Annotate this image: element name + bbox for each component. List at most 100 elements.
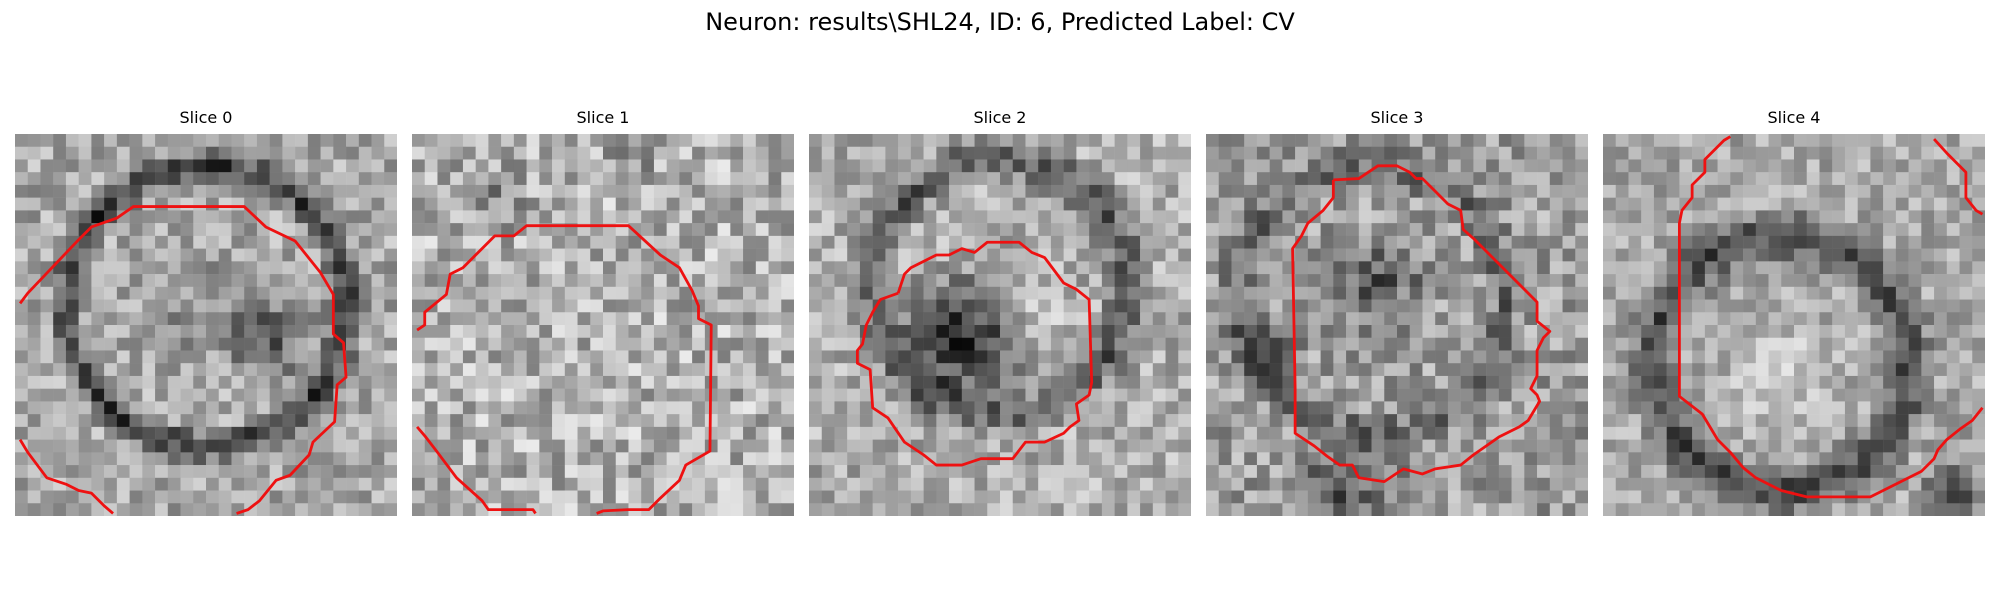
pixel: [679, 249, 692, 262]
pixel: [1270, 389, 1283, 402]
pixel: [181, 427, 194, 440]
pixel: [1794, 376, 1807, 389]
pixel: [1667, 465, 1680, 478]
pixel: [1346, 312, 1359, 325]
pixel: [616, 261, 629, 274]
pixel: [1140, 198, 1153, 211]
pixel: [873, 198, 886, 211]
pixel: [15, 350, 28, 363]
pixel: [1102, 236, 1115, 249]
pixel: [1781, 287, 1794, 300]
pixel: [1178, 401, 1191, 414]
pixel: [1333, 401, 1346, 414]
pixel: [181, 452, 194, 465]
pixel: [769, 185, 782, 198]
pixel: [718, 312, 731, 325]
pixel: [1089, 274, 1102, 287]
pixel: [1257, 350, 1270, 363]
pixel: [501, 185, 514, 198]
pixel: [1743, 147, 1756, 160]
pixel: [1127, 185, 1140, 198]
pixel: [873, 350, 886, 363]
pixel: [257, 300, 270, 313]
pixel: [501, 172, 514, 185]
pixel: [91, 427, 104, 440]
pixel: [1115, 491, 1128, 504]
pixel: [1743, 427, 1756, 440]
pixel: [1219, 376, 1232, 389]
pixel: [1896, 452, 1909, 465]
pixel: [1448, 414, 1461, 427]
pixel: [756, 363, 769, 376]
pixel: [231, 300, 244, 313]
pixel: [1321, 300, 1334, 313]
pixel: [359, 338, 372, 351]
pixel: [527, 440, 540, 453]
pixel: [28, 185, 41, 198]
pixel: [346, 427, 359, 440]
pixel: [359, 363, 372, 376]
pixel: [1756, 159, 1769, 172]
pixel: [437, 325, 450, 338]
pixel: [1960, 261, 1973, 274]
pixel: [1308, 350, 1321, 363]
pixel: [1921, 249, 1934, 262]
pixel: [1270, 401, 1283, 414]
pixel: [987, 274, 1000, 287]
pixel: [1537, 210, 1550, 223]
pixel: [28, 350, 41, 363]
pixel: [206, 401, 219, 414]
pixel: [1166, 287, 1179, 300]
pixel: [193, 401, 206, 414]
pixel: [91, 198, 104, 211]
pixel: [1870, 147, 1883, 160]
pixel: [168, 401, 181, 414]
pixel: [1257, 376, 1270, 389]
pixel: [1435, 491, 1448, 504]
pixel: [1705, 134, 1718, 147]
pixel: [552, 185, 565, 198]
pixel: [1972, 389, 1985, 402]
pixel: [412, 491, 425, 504]
pixel: [1575, 503, 1588, 516]
pixel: [1705, 210, 1718, 223]
pixel: [450, 414, 463, 427]
pixel: [104, 478, 117, 491]
pixel: [1231, 312, 1244, 325]
pixel: [1270, 287, 1283, 300]
pixel: [321, 261, 334, 274]
pixel: [898, 134, 911, 147]
pixel: [1628, 159, 1641, 172]
pixel: [1603, 249, 1616, 262]
pixel: [641, 312, 654, 325]
pixel: [425, 401, 438, 414]
pixel: [308, 312, 321, 325]
pixel: [28, 312, 41, 325]
pixel: [539, 134, 552, 147]
pixel: [1921, 465, 1934, 478]
pixel: [1410, 338, 1423, 351]
pixel: [1153, 210, 1166, 223]
pixel: [1127, 300, 1140, 313]
pixel: [1947, 363, 1960, 376]
pixel: [257, 465, 270, 478]
pixel: [206, 236, 219, 249]
pixel: [705, 185, 718, 198]
pixel: [372, 452, 385, 465]
pixel: [270, 414, 283, 427]
pixel: [1756, 287, 1769, 300]
pixel: [1461, 440, 1474, 453]
pixel: [1858, 185, 1871, 198]
pixel: [1563, 261, 1576, 274]
pixel: [527, 363, 540, 376]
pixel: [552, 274, 565, 287]
pixel: [450, 338, 463, 351]
pixel: [743, 223, 756, 236]
pixel: [501, 465, 514, 478]
pixel: [1333, 147, 1346, 160]
pixel: [193, 274, 206, 287]
pixel: [244, 172, 257, 185]
pixel: [1295, 350, 1308, 363]
pixel: [53, 236, 66, 249]
pixel: [1756, 503, 1769, 516]
